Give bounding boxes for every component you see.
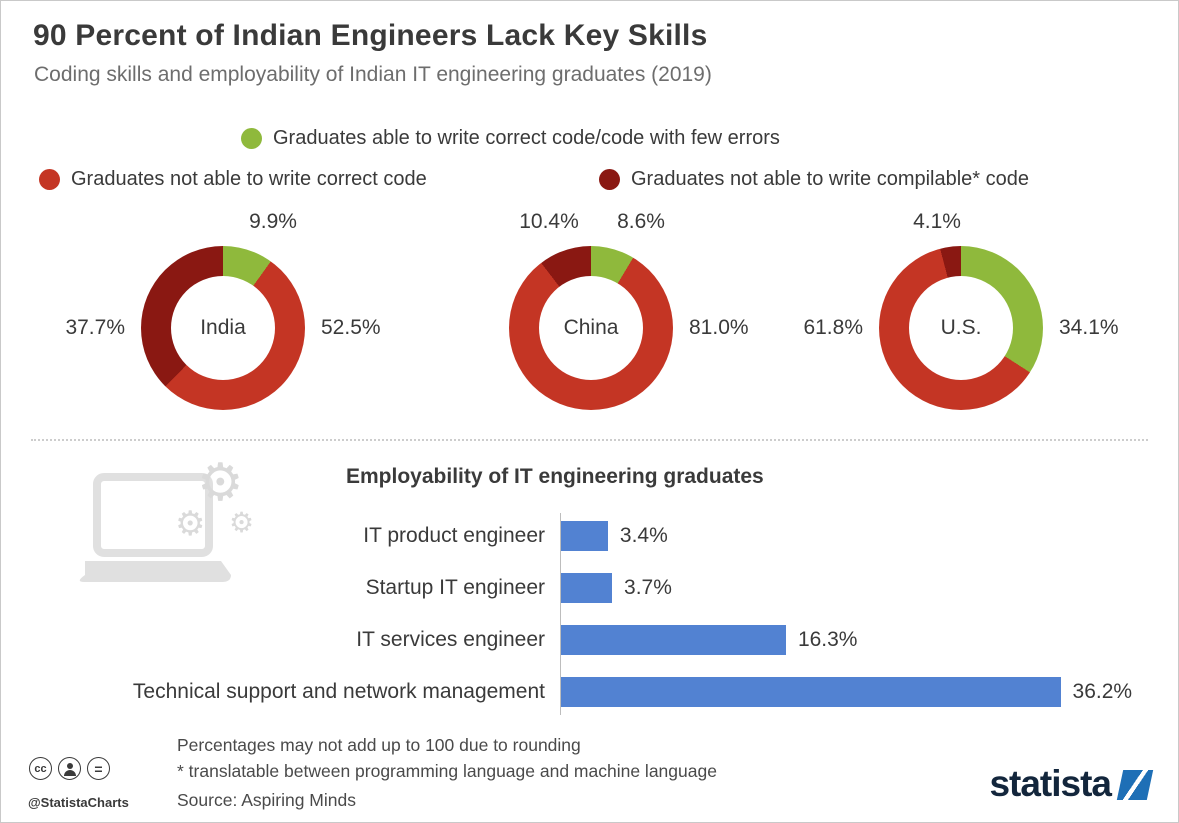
gear-icon: ⚙ xyxy=(197,453,244,513)
donut-ring: China xyxy=(509,246,673,410)
legend-item-not-compilable: Graduates not able to write compilable* … xyxy=(599,168,1029,191)
bar-row: IT services engineer 16.3% xyxy=(34,625,1154,655)
bar-value-label: 3.7% xyxy=(624,576,672,599)
bar-category-label: IT services engineer xyxy=(356,628,545,651)
statista-charts-handle: @StatistaCharts xyxy=(28,795,129,810)
source-text: Source: Aspiring Minds xyxy=(177,790,356,810)
donut-value-label: 8.6% xyxy=(617,210,665,233)
donut-center-label: China xyxy=(539,276,643,380)
legend-dot-dark-red xyxy=(599,169,620,190)
donut-center-label: India xyxy=(171,276,275,380)
footnote-rounding: Percentages may not add up to 100 due to… xyxy=(177,735,581,755)
dotted-divider xyxy=(31,439,1148,441)
legend-label: Graduates able to write correct code/cod… xyxy=(273,127,780,149)
donut-value-label: 81.0% xyxy=(689,316,749,339)
gear-icon: ⚙ xyxy=(229,506,255,539)
bar xyxy=(561,677,1061,707)
legend-label: Graduates not able to write compilable* … xyxy=(631,168,1030,190)
donut-center-label: U.S. xyxy=(909,276,1013,380)
bar xyxy=(561,521,608,551)
bar xyxy=(561,625,786,655)
bar-axis-line xyxy=(560,513,561,715)
bar-category-label: Startup IT engineer xyxy=(365,576,545,599)
statista-logo: statista xyxy=(989,763,1154,804)
bar-category-label: IT product engineer xyxy=(363,524,545,547)
donut-value-label: 4.1% xyxy=(913,210,961,233)
donut-value-label: 34.1% xyxy=(1059,316,1119,339)
laptop-gears-icon: ⚙ ⚙ ⚙ xyxy=(79,457,299,633)
statista-logo-text: statista xyxy=(989,763,1112,804)
legend-item-not-correct: Graduates not able to write correct code xyxy=(39,168,427,191)
bar-value-label: 36.2% xyxy=(1072,680,1133,703)
bar-category-label: Technical support and network management xyxy=(132,680,545,703)
donut-chart-us: U.S. 34.1% 61.8% 4.1% xyxy=(803,210,1119,410)
statista-logo-icon xyxy=(1116,770,1154,800)
bar-chart: IT product engineer 3.4% Startup IT engine… xyxy=(34,513,1154,729)
bar-row: Startup IT engineer 3.7% xyxy=(34,573,1154,603)
donut-chart-china: China 8.6% 81.0% 10.4% xyxy=(509,210,749,410)
bar-value-label: 16.3% xyxy=(797,628,858,651)
donut-chart-india: India 9.9% 52.5% 37.7% xyxy=(65,210,381,410)
donut-value-label: 52.5% xyxy=(321,316,381,339)
donut-value-label: 9.9% xyxy=(249,210,297,233)
bar-chart-title: Employability of IT engineering graduate… xyxy=(346,465,764,488)
donut-ring: U.S. xyxy=(879,246,1043,410)
share-alike-icon: = xyxy=(87,757,110,780)
donut-value-label: 37.7% xyxy=(65,316,125,339)
bar-row: Technical support and network management… xyxy=(34,677,1154,707)
legend-label: Graduates not able to write correct code xyxy=(71,168,427,190)
chart-title: 90 Percent of Indian Engineers Lack Key … xyxy=(33,19,708,52)
footnote-compilable: * translatable between programming langu… xyxy=(177,761,717,781)
attribution-icon xyxy=(58,757,81,780)
legend-dot-green xyxy=(241,128,262,149)
bar-value-label: 3.4% xyxy=(619,524,668,547)
cc-icon: cc xyxy=(29,757,52,780)
bar-row: IT product engineer 3.4% xyxy=(34,521,1154,551)
legend-dot-red xyxy=(39,169,60,190)
gear-icon: ⚙ xyxy=(175,504,206,544)
legend-item-able: Graduates able to write correct code/cod… xyxy=(241,127,780,150)
donut-ring: India xyxy=(141,246,305,410)
donut-value-label: 10.4% xyxy=(519,210,579,233)
bar xyxy=(561,573,613,603)
donut-value-label: 61.8% xyxy=(803,316,863,339)
license-icons: cc = xyxy=(29,757,110,780)
chart-subtitle: Coding skills and employability of India… xyxy=(34,63,712,86)
footnotes: Percentages may not add up to 100 due to… xyxy=(177,732,717,784)
